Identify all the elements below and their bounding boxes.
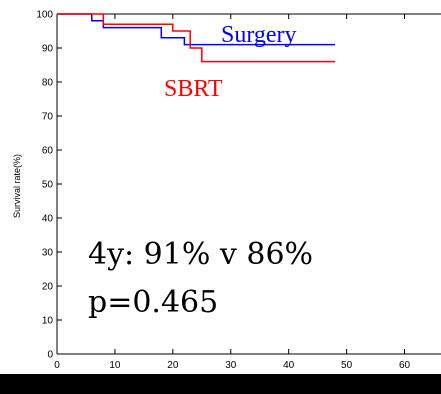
x-tick-label: 40 [283, 360, 295, 371]
y-tick-label: 20 [42, 282, 54, 293]
y-tick-label: 100 [36, 10, 53, 21]
y-tick-label: 10 [42, 316, 54, 327]
legend-sbrt-label: SBRT [164, 76, 223, 102]
y-tick-label: 40 [42, 214, 54, 225]
y-axis-title: Survival rate(%) [12, 154, 22, 218]
annotation-survival: 4y: 91% v 86% [88, 237, 313, 272]
legend-surgery-label: Surgery [221, 22, 297, 48]
x-tick-label: 60 [399, 360, 411, 371]
x-tick-label: 10 [109, 360, 121, 371]
y-tick-label: 90 [42, 44, 54, 55]
y-tick-label: 60 [42, 146, 54, 157]
y-tick-label: 30 [42, 248, 54, 259]
series-line-sbrt [57, 13, 335, 63]
y-tick-label: 50 [42, 180, 54, 191]
x-tick-label: 20 [167, 360, 179, 371]
axis-ticks: 0 10 20 30 40 50 60 0 10 20 30 40 50 60 70 80 90 100 [36, 10, 410, 372]
plot-background [0, 0, 441, 374]
y-tick-label: 70 [42, 112, 54, 123]
series-layer [57, 13, 335, 63]
x-tick-label: 50 [341, 360, 353, 371]
annotation-pvalue: p=0.465 [88, 285, 218, 320]
x-tick-label: 30 [225, 360, 237, 371]
y-tick-label: 80 [42, 78, 54, 89]
x-tick-label: 0 [54, 360, 60, 371]
y-tick-label: 0 [47, 350, 53, 361]
x-axis-title: Time (Months) [219, 376, 277, 386]
